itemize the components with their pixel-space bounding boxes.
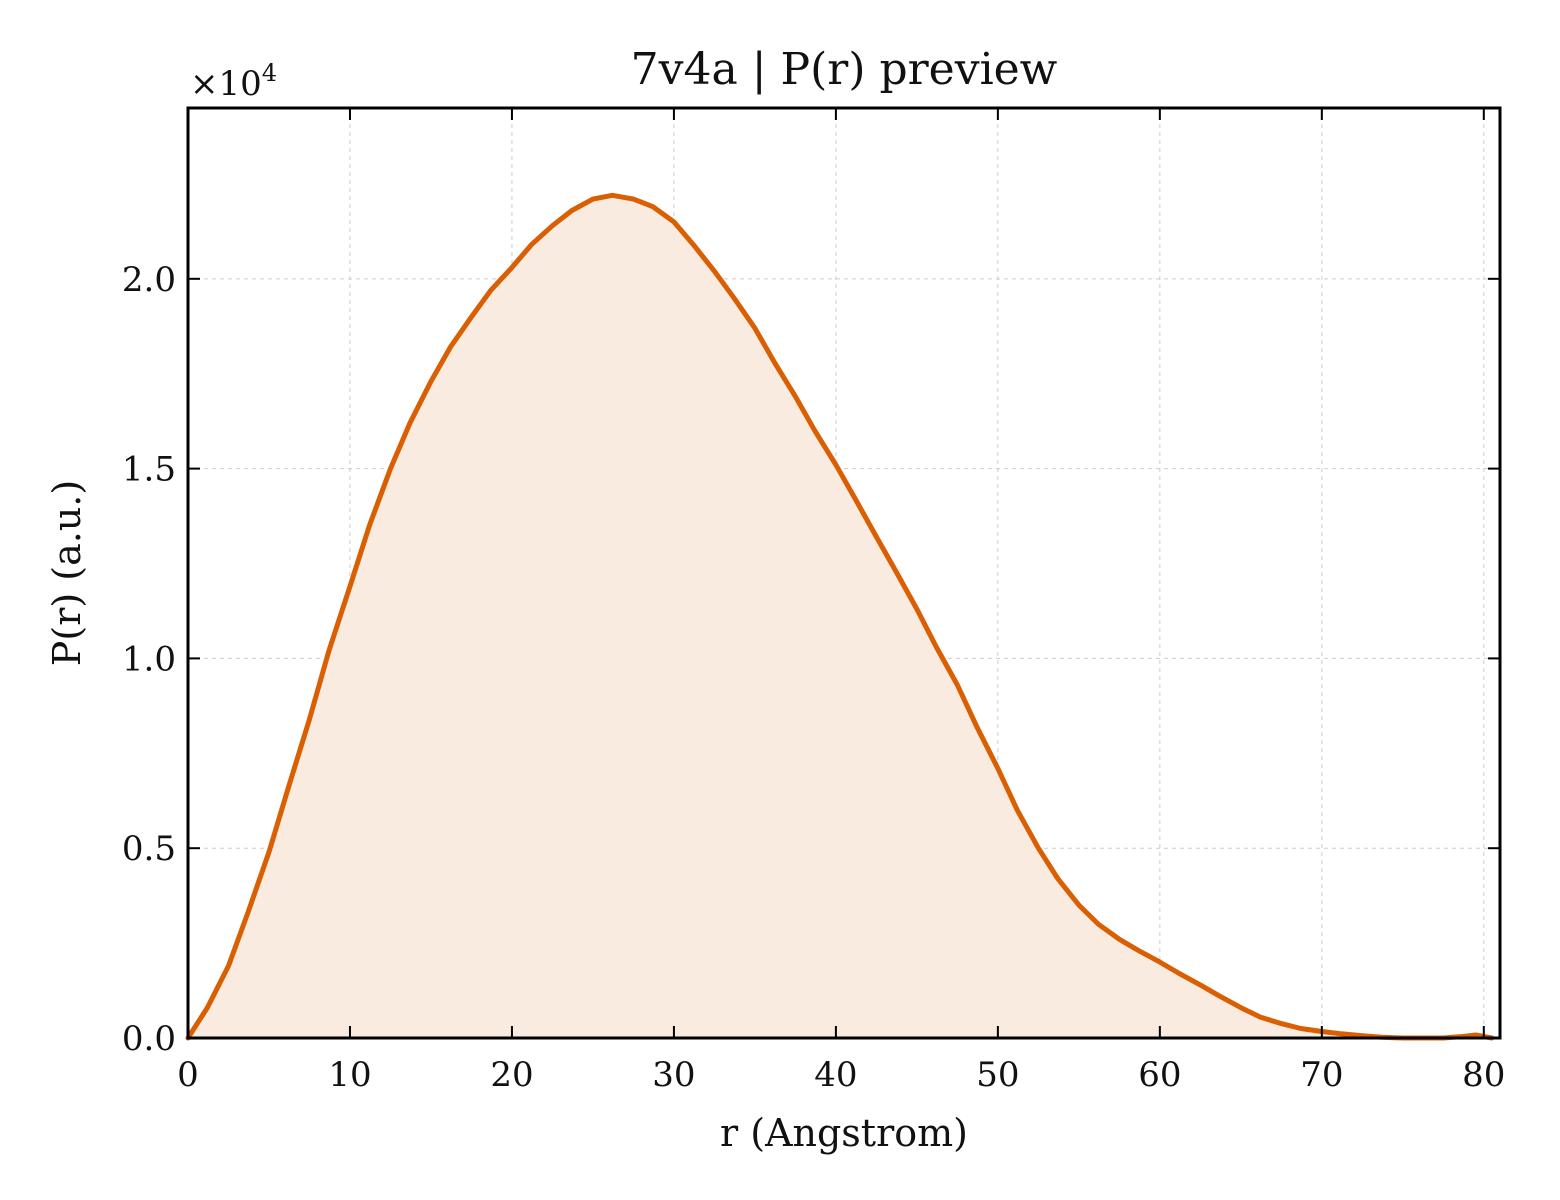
area-fill [188, 195, 1492, 1039]
x-tick-label: 20 [490, 1055, 533, 1095]
series-line [185, 192, 1495, 1041]
y-multiplier-label: ×104 [190, 59, 277, 104]
plot-frame [186, 106, 1502, 1040]
y-multiplier-base: ×10 [190, 64, 262, 104]
ticks-layer: 0 10 20 30 40 50 60 70 80 0.0 0.5 1.0 1.5 2.0 [122, 108, 1505, 1095]
x-tick-label: 10 [328, 1055, 371, 1095]
y-tick-label: 2.0 [122, 260, 176, 300]
y-tick-label: 1.5 [122, 450, 176, 490]
x-tick-label: 0 [177, 1055, 199, 1095]
x-axis-label: r (Angstrom) [720, 1111, 968, 1155]
y-axis-label: P(r) (a.u.) [45, 480, 89, 666]
x-tick-label: 80 [1462, 1055, 1505, 1095]
y-tick-label: 0.5 [122, 829, 176, 869]
chart-title: 7v4a | P(r) preview [631, 44, 1058, 95]
y-multiplier-exponent: 4 [262, 59, 277, 87]
x-tick-label: 50 [976, 1055, 1019, 1095]
x-tick-label: 40 [814, 1055, 857, 1095]
y-tick-label: 1.0 [122, 639, 176, 679]
y-tick-label: 0.0 [122, 1019, 176, 1059]
x-tick-label: 60 [1138, 1055, 1181, 1095]
x-tick-label: 70 [1300, 1055, 1343, 1095]
x-tick-label: 30 [652, 1055, 695, 1095]
